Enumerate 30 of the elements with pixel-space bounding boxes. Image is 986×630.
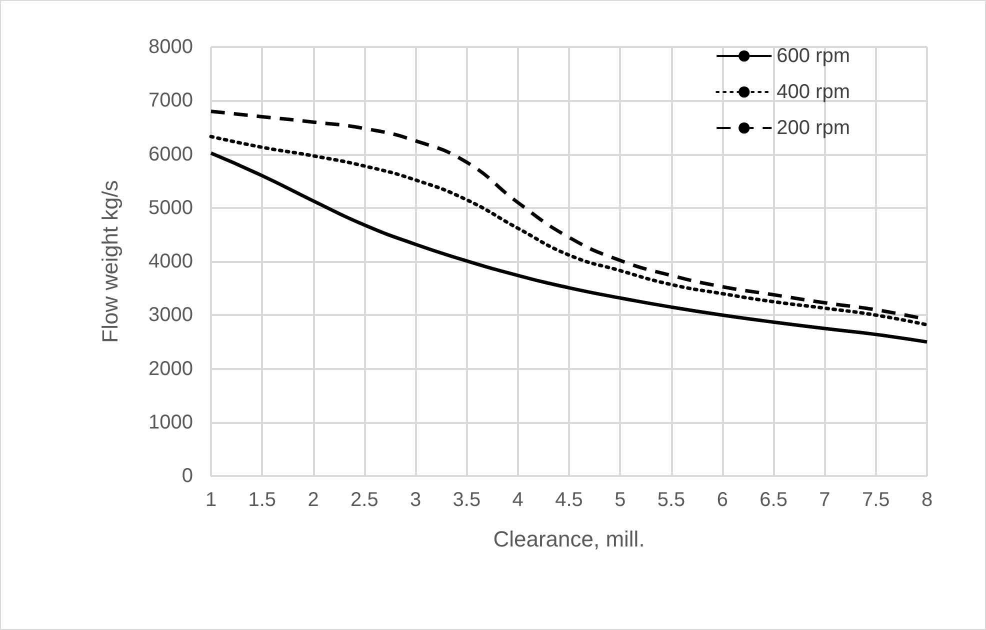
x-tick-label: 6	[716, 489, 728, 511]
x-tick-label: 2	[308, 489, 319, 511]
x-tick-label: 3.5	[452, 489, 481, 511]
y-tick-label: 6000	[148, 143, 193, 166]
x-tick-label: 6.5	[760, 489, 788, 511]
y-axis-title: Flow weight kg/s	[98, 180, 122, 343]
x-tick-label: 7.5	[862, 489, 890, 511]
x-tick-label: 2.5	[350, 489, 378, 511]
y-tick-label: 8000	[148, 36, 193, 58]
line-series	[209, 151, 929, 344]
x-tick-label: 5.5	[657, 489, 686, 511]
y-tick-label: 7000	[148, 90, 193, 112]
y-tick-label: 5000	[148, 196, 193, 219]
y-tick-label: 1000	[148, 411, 193, 434]
y-tick-label: 3000	[148, 304, 193, 326]
x-axis-title: Clearance, mill.	[493, 526, 645, 552]
y-tick-label: 2000	[148, 358, 193, 380]
legend-label: 400 rpm	[776, 81, 850, 103]
y-tick-label: 0	[182, 465, 193, 487]
legend-label: 200 rpm	[776, 117, 850, 139]
y-tick-label: 4000	[148, 250, 193, 272]
x-tick-label: 7	[819, 489, 830, 511]
x-tick-label: 8	[921, 489, 933, 511]
legend-label: 600 rpm	[776, 45, 850, 67]
x-tick-label: 1.5	[248, 489, 276, 511]
x-tick-label: 3	[410, 489, 422, 511]
x-tick-label: 4	[512, 489, 524, 511]
x-tick-label: 4.5	[555, 489, 583, 511]
x-tick-label: 5	[614, 489, 626, 511]
x-tick-label: 1	[205, 489, 217, 511]
